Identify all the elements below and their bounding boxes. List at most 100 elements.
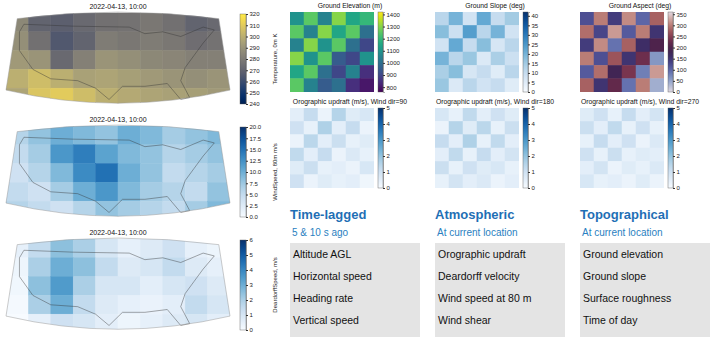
heatmap-cell: [73, 201, 95, 220]
panel: Ground Aspect (deg)050100150200250300350: [580, 2, 687, 95]
item: Surface roughness: [583, 292, 671, 304]
tick-label: 20.0: [250, 124, 262, 130]
heatmap-cell: [435, 52, 449, 65]
colorbar-tick: 300: [246, 34, 260, 40]
tick-mark: [246, 206, 248, 207]
colorbar: [523, 108, 528, 188]
colorbar: [668, 12, 673, 92]
heatmap-cell: [208, 32, 230, 51]
tick-label: 2: [532, 153, 536, 159]
heatmap-cell: [580, 161, 594, 174]
colorbar-tick: 260: [246, 79, 260, 85]
tick-mark: [246, 270, 248, 271]
heatmap-cell: [332, 121, 346, 134]
heatmap-cell: [51, 277, 73, 296]
colorbar-tick: 2: [383, 153, 391, 159]
tick-mark: [246, 285, 248, 286]
tick-label: 6: [250, 237, 254, 243]
colorbar-tick: 0: [528, 89, 536, 95]
colorbar: [378, 108, 383, 188]
heatmap-cell: [6, 51, 28, 70]
heatmap-cell: [290, 52, 304, 65]
tick-mark: [246, 93, 248, 94]
colorbar-tick: 35: [528, 23, 539, 29]
tick-label: 3: [387, 137, 391, 143]
heatmap-cell: [608, 161, 622, 174]
heatmap-cell: [622, 148, 636, 161]
heatmap-cell: [304, 175, 318, 188]
panel-title: 2022-04-13, 10:00: [89, 3, 146, 10]
heatmap-cell: [477, 12, 491, 25]
heatmap-cell: [185, 32, 207, 51]
tick-label: 1100: [387, 48, 401, 54]
colorbar-tick: 5.0: [246, 192, 259, 198]
tick-label: 20: [532, 51, 539, 57]
tick-mark: [673, 59, 675, 60]
heatmap-cell: [6, 295, 28, 314]
heatmap-cell: [51, 51, 73, 70]
heatmap-cell: [140, 88, 162, 107]
heatmap-cell: [608, 79, 622, 92]
heatmap-cell: [6, 32, 28, 51]
group-subtitle: At current location: [437, 227, 518, 238]
colorbar-tick: 2: [528, 153, 536, 159]
heatmap-cell: [73, 258, 95, 277]
heatmap-cell: [580, 12, 594, 25]
heatmap-cell: [650, 79, 664, 92]
map-frame: [6, 12, 230, 103]
heatmap-cell: [332, 148, 346, 161]
heatmap-cell: [622, 175, 636, 188]
heatmap-cell: [608, 39, 622, 52]
tick-mark: [673, 25, 675, 26]
colorbar-tick: 6: [246, 237, 254, 243]
colorbar-tick: 250: [673, 34, 687, 40]
colorbar-tick: 3: [528, 137, 536, 143]
heatmap-cell: [332, 108, 346, 121]
feature-group: TopographicalAt current locationGround e…: [580, 207, 710, 337]
colorbar-title: Temperature, 0m K: [272, 33, 278, 84]
heatmap-cell: [51, 258, 73, 277]
heatmap-cell: [290, 121, 304, 134]
heatmap-cell: [505, 135, 519, 148]
heatmap-cell: [477, 175, 491, 188]
heatmap-cell: [304, 148, 318, 161]
heatmap-cell: [491, 39, 505, 52]
heatmap-cell: [360, 25, 374, 38]
heatmap-cell: [290, 25, 304, 38]
heatmap-cell: [622, 121, 636, 134]
tick-mark: [246, 104, 248, 105]
colorbar-tick: 15.0: [246, 147, 262, 153]
colorbar-tick: 5: [246, 252, 254, 258]
heatmap-cell: [477, 39, 491, 52]
tick-label: 50: [677, 78, 684, 84]
heatmap-cell: [360, 175, 374, 188]
colorbar-axis-line: [247, 128, 249, 218]
tick-label: 5: [387, 105, 391, 111]
heatmap-cell: [435, 161, 449, 174]
heatmap-cell: [435, 79, 449, 92]
heatmap-cell: [318, 108, 332, 121]
heatmap-cell: [332, 39, 346, 52]
heatmap-cell: [318, 121, 332, 134]
tick-mark: [528, 172, 530, 173]
tick-label: 1300: [387, 24, 401, 30]
tick-mark: [383, 27, 385, 28]
heatmap-cell: [6, 239, 28, 258]
tick-label: 30: [532, 32, 539, 38]
tick-label: 5: [532, 80, 536, 86]
panel: Orographic updraft (m/s), Wind dir=18001…: [435, 98, 554, 191]
heatmap-cell: [463, 161, 477, 174]
panel-title: Ground Elevation (m): [318, 2, 383, 10]
tick-label: 100: [677, 67, 688, 73]
heatmap-cell: [463, 108, 477, 121]
heatmap-cell: [28, 258, 50, 277]
heatmap-cell: [118, 314, 140, 333]
heatmap-cell: [346, 79, 360, 92]
heatmap-cell: [505, 52, 519, 65]
colorbar-tick: 300: [673, 23, 687, 29]
tick-label: 800: [387, 85, 398, 91]
heatmap-cell: [96, 239, 118, 258]
heatmap-cell: [51, 201, 73, 220]
heatmap-cell: [118, 13, 140, 32]
heatmap-cell: [477, 52, 491, 65]
